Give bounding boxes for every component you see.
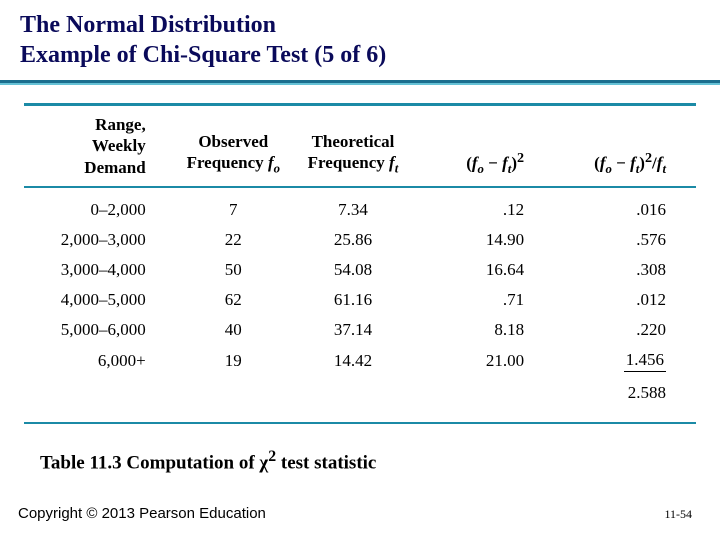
title-line-2: Example of Chi-Square Test (5 of 6): [20, 40, 700, 70]
table-header-row: Range, Weekly Demand Observed Frequency …: [24, 105, 696, 187]
header-range: Range, Weekly Demand: [24, 105, 176, 187]
table-body: 0–2,000 7 7.34 .12 .016 2,000–3,000 22 2…: [24, 187, 696, 408]
copyright-text: Copyright © 2013 Pearson Education: [18, 505, 266, 522]
title-line-1: The Normal Distribution: [20, 10, 700, 40]
header-observed: Observed Frequency fo: [176, 105, 291, 187]
data-table: Range, Weekly Demand Observed Frequency …: [24, 103, 696, 408]
table-sum-row: 2.588: [24, 377, 696, 408]
header-theoretical: Theoretical Frequency ft: [291, 105, 415, 187]
table-row: 6,000+ 19 14.42 21.00 1.456: [24, 345, 696, 377]
chi-square-table: Range, Weekly Demand Observed Frequency …: [24, 103, 696, 408]
sum-value: 2.588: [564, 377, 696, 408]
slide-title: The Normal Distribution Example of Chi-S…: [0, 0, 720, 76]
table-bottom-rule: [24, 422, 696, 424]
header-ratio: (fo − ft)2/ft: [564, 105, 696, 187]
last-ratio-cell: 1.456: [564, 345, 696, 377]
page-number: 11-54: [664, 507, 692, 522]
table-caption: Table 11.3 Computation of χ2 test statis…: [40, 448, 720, 474]
table-row: 4,000–5,000 62 61.16 .71 .012: [24, 285, 696, 315]
table-row: 3,000–4,000 50 54.08 16.64 .308: [24, 255, 696, 285]
table-row: 5,000–6,000 40 37.14 8.18 .220: [24, 315, 696, 345]
table-row: 0–2,000 7 7.34 .12 .016: [24, 187, 696, 225]
title-rule-light: [0, 83, 720, 85]
table-row: 2,000–3,000 22 25.86 14.90 .576: [24, 225, 696, 255]
header-squared-diff: (fo − ft)2: [415, 105, 564, 187]
